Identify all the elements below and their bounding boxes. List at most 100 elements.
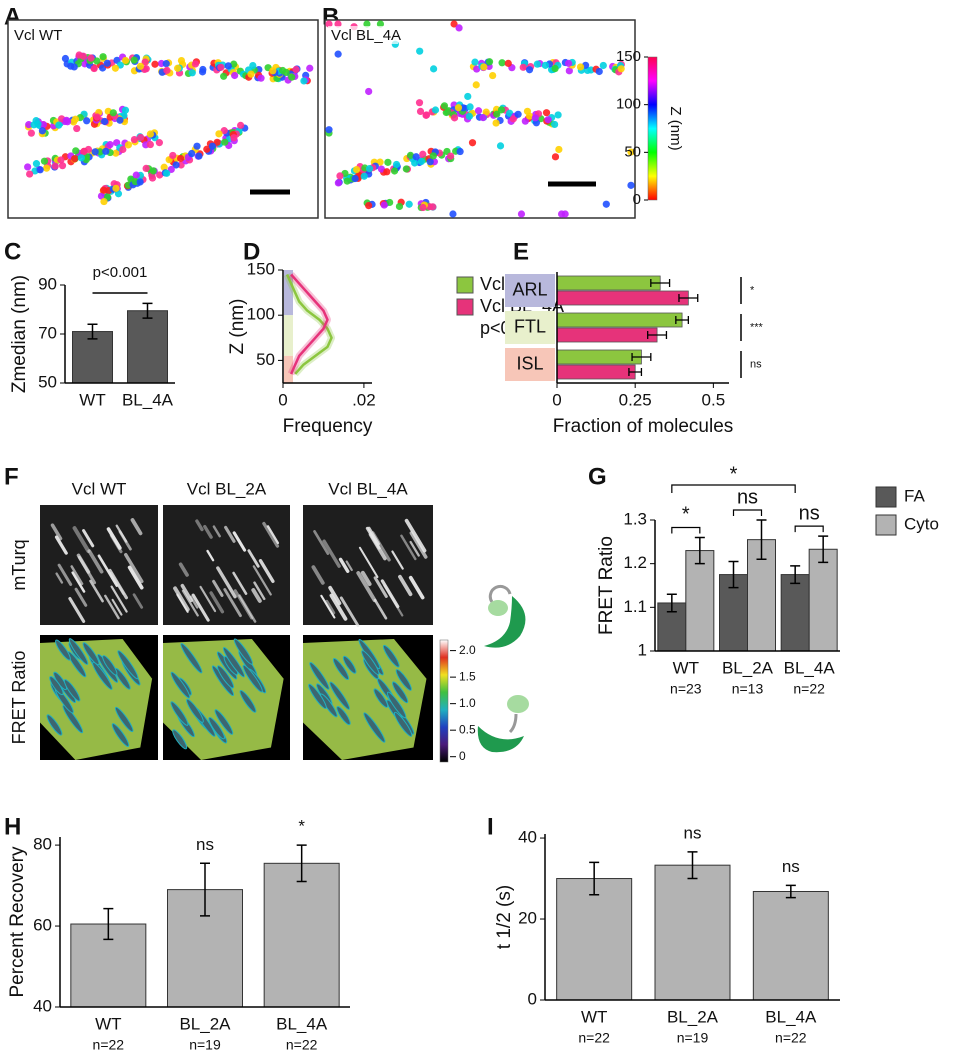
localization (102, 147, 110, 155)
localization (325, 126, 333, 134)
adhesion (115, 524, 128, 543)
x-axis-label: Frequency (283, 416, 373, 437)
x-tick-label: BL_4A (784, 658, 836, 677)
localization (392, 160, 401, 169)
significance: ns (737, 486, 758, 508)
localization (412, 153, 420, 161)
cartoon-linker (488, 584, 512, 603)
localization (465, 112, 473, 120)
adhesion (117, 650, 139, 680)
error-bar (790, 565, 801, 585)
localization (188, 149, 196, 158)
localization (521, 117, 529, 125)
cell (40, 639, 153, 760)
adhesion (55, 639, 71, 661)
panel-label: E (513, 238, 529, 265)
localization (177, 161, 185, 169)
localization (473, 65, 481, 73)
adhesion (186, 698, 204, 723)
adhesion (338, 557, 350, 573)
adhesion (195, 519, 204, 532)
annotation: p<0.001 (93, 264, 148, 281)
adhesion (222, 647, 245, 678)
y-tick-label: 0 (528, 989, 537, 1008)
column-label: Vcl WT (72, 479, 127, 498)
adhesion (110, 585, 128, 613)
x-tick-label: 0.5 (702, 390, 726, 409)
bar (72, 331, 113, 384)
localization (544, 116, 552, 124)
localization (492, 119, 500, 127)
adhesion (309, 662, 330, 690)
x-tick-label: 0 (278, 390, 287, 409)
adhesion (68, 596, 86, 623)
colorbar-tick-label: 50 (624, 143, 641, 160)
panel-label: H (4, 813, 21, 840)
x-tick-label: BL_2A (722, 658, 774, 677)
colorbar (439, 639, 449, 763)
localization (551, 120, 559, 129)
localization (247, 70, 255, 78)
localization (71, 155, 79, 163)
adhesion (114, 706, 134, 733)
localization (395, 202, 404, 211)
localization (360, 172, 368, 180)
y-tick-label: 50 (256, 350, 275, 369)
localization (174, 64, 182, 72)
localization (602, 200, 610, 208)
adhesion (363, 712, 386, 743)
localization (353, 165, 361, 174)
localization (384, 158, 392, 166)
localization (103, 59, 111, 67)
localization (506, 109, 514, 117)
localization (156, 171, 164, 179)
localization (112, 149, 120, 157)
panel-label: G (588, 463, 607, 490)
significance: ns (782, 857, 800, 876)
bar (556, 349, 642, 365)
localization (504, 59, 512, 67)
localization (100, 197, 108, 206)
adhesion (82, 642, 100, 666)
localization (415, 99, 424, 107)
localization (599, 61, 607, 70)
adhesion (373, 688, 389, 708)
category-box (505, 274, 555, 307)
adhesion (329, 681, 350, 710)
localization (93, 57, 101, 65)
localization (91, 148, 99, 156)
localization (627, 181, 635, 189)
localization (172, 161, 180, 169)
localization (106, 141, 114, 149)
error-bar (631, 353, 652, 361)
cartoon-head (507, 695, 529, 713)
localization (365, 87, 373, 96)
localization (163, 66, 171, 74)
adhesion (251, 588, 262, 603)
adhesion (68, 638, 89, 665)
localization (466, 103, 474, 111)
adhesion (127, 565, 144, 590)
n-label: n=22 (578, 1030, 610, 1046)
n-label: n=19 (189, 1037, 221, 1050)
localization (25, 121, 33, 129)
adhesion (209, 591, 225, 614)
localization (79, 52, 87, 60)
adhesion (87, 549, 104, 574)
x-tick-label: WT (79, 390, 105, 409)
localization (112, 184, 120, 192)
adhesion (208, 716, 225, 740)
localization (325, 20, 333, 28)
localization (221, 138, 229, 146)
localization (449, 210, 457, 218)
bar (556, 364, 636, 380)
bracket (671, 484, 796, 493)
localization (554, 111, 562, 119)
adhesion (258, 559, 275, 584)
adhesion (266, 525, 280, 545)
localization (208, 142, 216, 150)
localization (121, 106, 130, 114)
localization (419, 150, 427, 158)
localization (542, 109, 551, 117)
y-tick-label: 60 (33, 916, 52, 935)
